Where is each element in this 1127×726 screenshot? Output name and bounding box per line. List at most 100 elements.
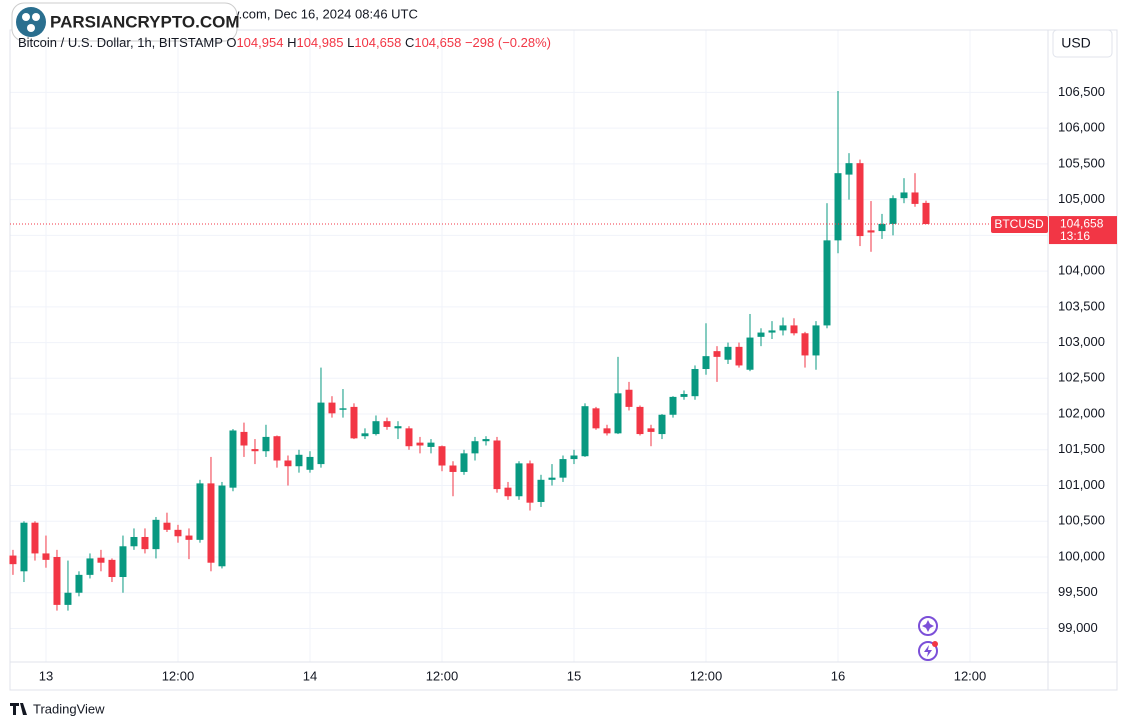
published: w.com, Dec 16, 2024 08:46 UTC — [229, 6, 418, 21]
candles — [9, 90, 1048, 611]
candle-body — [757, 332, 765, 337]
candle-body — [438, 446, 446, 466]
candle-body — [636, 406, 644, 435]
candle-body — [240, 431, 248, 446]
x-tick-label: 13 — [39, 668, 53, 683]
x-tick-label: 12:00 — [690, 668, 723, 683]
y-tick-label: 100,500 — [1058, 513, 1105, 528]
candle-body — [471, 441, 479, 454]
tv-icons — [918, 616, 938, 661]
l-value: 104,658 — [354, 35, 402, 50]
candle-body — [9, 555, 17, 565]
y-tick-label: 101,500 — [1058, 441, 1105, 456]
candle-body — [53, 557, 61, 605]
candle-body — [284, 460, 292, 467]
candle-body — [559, 459, 567, 478]
c-value: 104,658 — [414, 35, 462, 50]
candle-body — [229, 430, 237, 488]
candle-body — [526, 463, 534, 503]
candle-body — [427, 442, 435, 447]
candle-body — [64, 592, 72, 605]
candle-body — [141, 536, 149, 550]
c-label: C — [404, 35, 415, 50]
countdown: 13:16 — [1060, 229, 1090, 243]
candle-body — [834, 173, 842, 241]
candle-body — [86, 558, 94, 575]
footer: TradingView — [33, 701, 105, 716]
candle-body — [625, 389, 633, 407]
candle-body — [515, 463, 523, 497]
y-tick-label: 99,500 — [1058, 584, 1098, 599]
candle-body — [350, 406, 358, 439]
h-label: H — [287, 35, 297, 50]
candle-body — [889, 198, 897, 224]
y-tick-label: 105,000 — [1058, 191, 1105, 206]
y-tick-label: 104,000 — [1058, 263, 1105, 278]
h-value: 104,985 — [296, 35, 344, 50]
symbol-tag-bg — [991, 216, 1048, 234]
candle-body — [548, 477, 556, 480]
candle-body — [251, 449, 259, 452]
candle-body — [317, 402, 325, 465]
candle-body — [218, 485, 226, 567]
candle-body — [768, 330, 776, 333]
y-tick-label: 101,000 — [1058, 477, 1105, 492]
currency[interactable]: USD — [1061, 35, 1091, 51]
y-tick-label: 100,000 — [1058, 548, 1105, 563]
candle-body — [295, 454, 303, 467]
watermark-logo: PARSIANCRYPTO.COM — [11, 2, 240, 42]
candle-body — [735, 346, 743, 366]
symbol: Bitcoin / U.S. Dollar, 1h, BITSTAMP — [18, 35, 223, 50]
candle-body — [581, 406, 589, 457]
o-value: 104,954 — [236, 35, 284, 50]
candle-body — [812, 325, 820, 356]
candle-body — [108, 559, 116, 578]
candle-body — [845, 163, 853, 175]
candle-body — [669, 396, 677, 415]
candle-body — [801, 333, 809, 356]
y-tick-label: 103,000 — [1058, 334, 1105, 349]
candle-body — [130, 536, 138, 547]
candle-body — [680, 394, 688, 397]
candle-body — [75, 574, 83, 593]
candle-body — [658, 414, 666, 435]
y-tick-label: 105,500 — [1058, 155, 1105, 170]
candle-body — [691, 369, 699, 397]
x-tick-label: 12:00 — [426, 668, 459, 683]
candle-body — [900, 192, 908, 199]
candle-body — [504, 487, 512, 497]
y-tick-label: 106,000 — [1058, 120, 1105, 135]
y-tick-label: 106,500 — [1058, 84, 1105, 99]
candle-body — [702, 356, 710, 370]
o-label: O — [226, 35, 237, 50]
currency-button[interactable] — [1052, 29, 1113, 58]
candle-body — [372, 421, 380, 435]
price-tag: 104,658 — [1060, 217, 1104, 231]
candle-body — [185, 535, 193, 540]
candle-body — [482, 439, 490, 442]
symbol-tag: BTCUSD — [994, 217, 1044, 231]
candle-body — [449, 465, 457, 472]
candle-body — [97, 557, 105, 563]
candle-body — [570, 455, 578, 460]
x-tick-label: 14 — [303, 668, 317, 683]
candle-body — [416, 442, 424, 446]
candle-body — [823, 240, 831, 326]
footer-logo: TradingView — [10, 701, 105, 716]
candle-body — [31, 522, 39, 554]
price-tag-bg — [1049, 216, 1117, 245]
candle-body — [328, 402, 336, 414]
candle-body — [537, 479, 545, 502]
candle-body — [647, 428, 655, 432]
candle-body — [922, 202, 930, 225]
candle-body — [856, 163, 864, 237]
change: −298 (−0.28%) — [464, 35, 551, 50]
candle-body — [867, 230, 875, 233]
candle-body — [163, 522, 171, 530]
candle-body — [273, 436, 281, 461]
candle-body — [713, 351, 721, 357]
candle-body — [779, 325, 787, 331]
candle-body — [878, 223, 886, 232]
frame — [9, 29, 1118, 691]
